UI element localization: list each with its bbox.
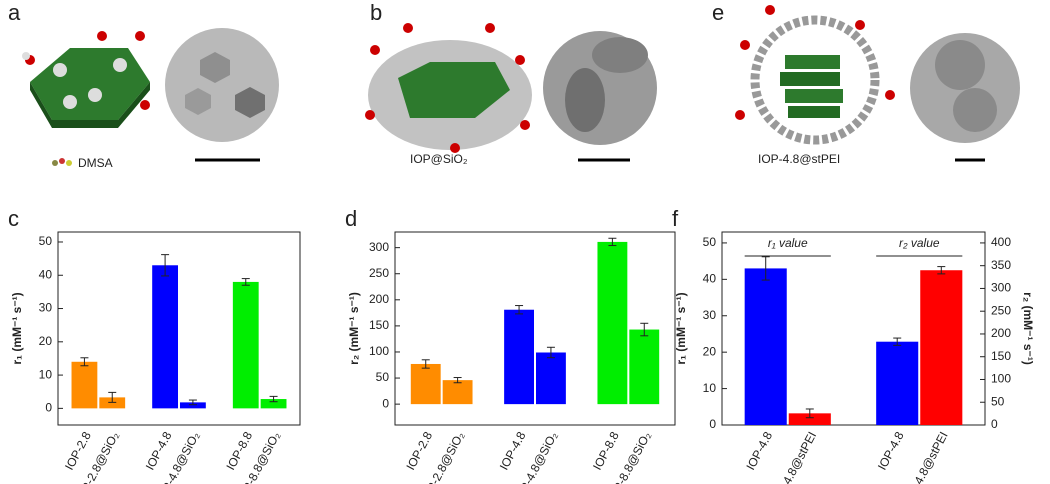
- x-tick-label: IOP-4.8@stPEI: [900, 429, 951, 484]
- bar: [260, 399, 287, 409]
- y-tick-label: 10: [39, 367, 53, 381]
- panel-label: f: [672, 206, 679, 231]
- y-tick-label: 100: [369, 344, 389, 358]
- bar: [504, 309, 534, 405]
- bar: [152, 265, 178, 409]
- panel-label: d: [345, 206, 357, 231]
- x-tick-label: IOP-2.8: [403, 429, 435, 472]
- bar: [597, 241, 628, 405]
- y-axis-label: r₁ (mM⁻¹ s⁻¹): [674, 292, 688, 364]
- bar: [442, 380, 473, 405]
- bar: [232, 281, 259, 409]
- y-tick-label: 300: [369, 240, 389, 254]
- y-tick-label: 50: [376, 370, 390, 384]
- plot-frame: [394, 231, 676, 426]
- y-tick-label: 20: [39, 334, 53, 348]
- illustration-a: [22, 28, 279, 166]
- panel-label: b: [370, 0, 382, 25]
- panel-label: e: [712, 0, 724, 25]
- y-tick-label: 10: [703, 381, 717, 395]
- bar: [410, 363, 441, 405]
- y-tick-label: 30: [703, 308, 717, 322]
- panel-label: a: [8, 0, 21, 25]
- y-tick-label: 0: [45, 401, 52, 415]
- caption: IOP-4.8@stPEI: [758, 152, 840, 166]
- y2-tick-label: 50: [991, 394, 1005, 408]
- y-tick-label: 200: [369, 292, 389, 306]
- y2-tick-label: 0: [991, 417, 998, 431]
- y-tick-label: 250: [369, 266, 389, 280]
- y-tick-label: 0: [709, 417, 716, 431]
- y2-tick-label: 400: [991, 235, 1011, 249]
- y-axis-label: r₁ (mM⁻¹ s⁻¹): [10, 292, 24, 364]
- y-tick-label: 50: [703, 235, 717, 249]
- bar: [536, 352, 566, 405]
- y-tick-label: 30: [39, 301, 53, 315]
- y-tick-label: 40: [703, 272, 717, 286]
- x-tick-label: IOP-4.8: [497, 429, 529, 472]
- bar: [744, 268, 787, 425]
- panel-label: c: [8, 206, 19, 231]
- plot-frame: [721, 231, 986, 426]
- x-tick-label: IOP-4.8: [743, 429, 775, 472]
- y-tick-label: 50: [39, 234, 53, 248]
- x-tick-label: IOP-4.8@stPEI: [768, 429, 819, 484]
- illustration-b: [365, 23, 657, 162]
- bar: [788, 413, 831, 425]
- y2-axis-label: r₂ (mM⁻¹ s⁻¹): [1021, 292, 1035, 365]
- y-axis-label: r₂ (mM⁻¹ s⁻¹): [347, 292, 361, 365]
- bar: [876, 341, 919, 425]
- caption: IOP@SiO₂: [410, 152, 468, 166]
- y-tick-label: 0: [382, 396, 389, 410]
- caption: DMSA: [78, 156, 113, 170]
- y2-tick-label: 250: [991, 303, 1011, 317]
- y-tick-label: 20: [703, 344, 717, 358]
- x-tick-label: IOP-8.8: [590, 429, 622, 472]
- illustration-e: [735, 5, 1020, 162]
- y-tick-label: 150: [369, 318, 389, 332]
- bar: [629, 329, 660, 405]
- bar: [71, 361, 98, 409]
- y2-tick-label: 150: [991, 349, 1011, 363]
- y-tick-label: 40: [39, 267, 53, 281]
- y2-tick-label: 350: [991, 258, 1011, 272]
- y2-tick-label: 100: [991, 372, 1011, 386]
- y2-tick-label: 200: [991, 326, 1011, 340]
- annotation: r₁ value: [768, 236, 808, 250]
- x-tick-label: IOP-4.8: [875, 429, 907, 472]
- plot-frame: [57, 231, 301, 426]
- annotation: r₂ value: [899, 236, 940, 250]
- bar: [920, 270, 963, 425]
- bar: [180, 402, 206, 409]
- y2-tick-label: 300: [991, 281, 1011, 295]
